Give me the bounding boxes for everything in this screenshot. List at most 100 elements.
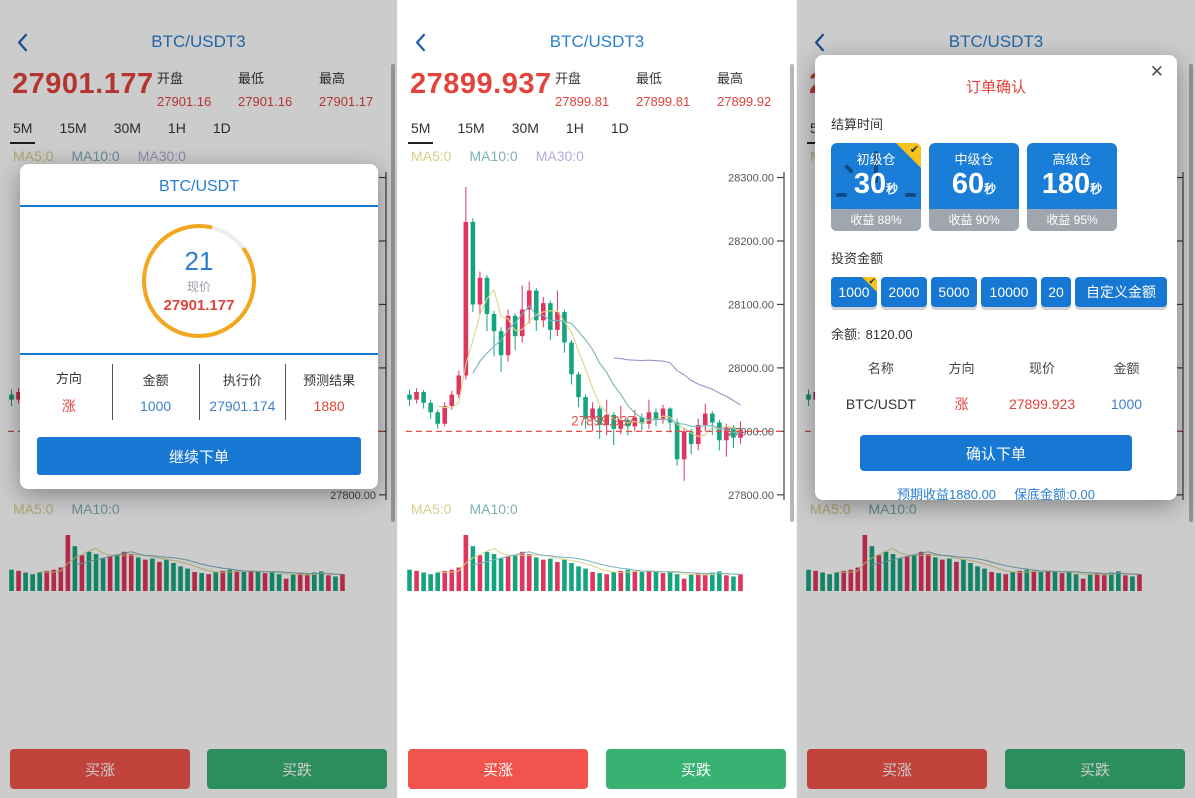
amount-value: 1000	[1110, 396, 1143, 412]
phone-screen-2: BTC/USDT3 27899.937 开盘 27899.81 最低 27899.8…	[398, 0, 796, 798]
svg-text:27899.937: 27899.937	[571, 413, 635, 428]
high-label: 最高	[319, 71, 346, 86]
expected-profit: 预期收益1880.00	[897, 487, 997, 502]
low-label: 最低	[238, 71, 265, 86]
last-price: 27901.177	[12, 68, 154, 100]
tab-5m[interactable]: 5M	[407, 120, 434, 144]
strike-price-header: 执行价	[222, 373, 262, 388]
page-title: BTC/USDT3	[151, 32, 246, 51]
plan-junior[interactable]: 初级仓 30秒 收益 88%	[831, 143, 921, 231]
tab-1d[interactable]: 1D	[212, 120, 231, 136]
volume-chart	[806, 535, 1142, 591]
order-result-modal: BTC/USDT 21 现价 27901.177 方向涨 金额 1000 执行价 2…	[20, 164, 378, 489]
guaranteed-amount: 保底金额:0.00	[1014, 487, 1095, 502]
tab-1d[interactable]: 1D	[610, 120, 629, 136]
plan-intermediate[interactable]: 中级仓 60秒 收益 90%	[929, 143, 1019, 231]
current-price-value: 27901.177	[163, 297, 235, 315]
svg-text:27800.00: 27800.00	[728, 490, 774, 502]
tab-15m[interactable]: 15M	[457, 120, 485, 136]
tab-5m[interactable]: 5M	[9, 120, 36, 144]
back-icon[interactable]	[412, 32, 429, 53]
plan-senior[interactable]: 高级仓 180秒 收益 95%	[1027, 143, 1117, 231]
scrollbar[interactable]	[391, 64, 395, 522]
scrollbar[interactable]	[790, 64, 794, 522]
balance-label: 余额:	[831, 327, 861, 342]
tab-15m[interactable]: 15M	[59, 120, 87, 136]
low-value: 27899.81	[636, 94, 691, 109]
timeframe-tabs: 5M 15M 30M 1H 1D	[407, 120, 629, 144]
custom-amount-button[interactable]: 自定义金额	[1075, 277, 1167, 307]
tab-1h[interactable]: 1H	[565, 120, 584, 136]
invest-amount-label: 投资金额	[831, 251, 884, 266]
plan-seconds: 180	[1041, 168, 1091, 200]
low-label: 最低	[636, 71, 663, 86]
tab-30m[interactable]: 30M	[113, 120, 141, 136]
name-header: 名称	[867, 361, 894, 376]
high-value: 27901.17	[319, 94, 374, 109]
countdown-timer: 21 现价 27901.177	[138, 220, 260, 342]
pair-name: BTC/USDT	[845, 396, 916, 412]
open-value: 27901.16	[157, 94, 212, 109]
price-header: 现价	[1029, 361, 1056, 376]
trade-actions: 买涨 买跌	[10, 749, 387, 789]
ticker: 27899.937 开盘 27899.81 最低 27899.81 最高 27899.…	[410, 66, 790, 116]
forecast-value: 1880	[313, 398, 345, 414]
modal-title: BTC/USDT	[159, 178, 239, 195]
direction-header: 方向	[948, 361, 975, 376]
back-icon[interactable]	[811, 32, 828, 53]
volume-ma-legend: MA5:0 MA10:0	[13, 501, 120, 517]
trade-actions: 买涨 买跌	[408, 749, 786, 789]
order-preview-table: 名称 方向 现价 金额 BTC/USDT 涨 27899.923 1000	[831, 358, 1161, 414]
order-summary: 方向涨 金额 1000 执行价 27901.174 预测结果 1880	[20, 355, 378, 429]
direction-value: 涨	[61, 398, 76, 414]
ma5-label: MA5:0	[13, 501, 54, 517]
page-title: BTC/USDT3	[549, 32, 645, 51]
balance: 余额: 8120.00	[831, 324, 1161, 343]
continue-order-button[interactable]: 继续下单	[37, 437, 361, 475]
volume-ma-legend: MA5:0 MA10:0	[411, 501, 518, 517]
amount-10000[interactable]: 10000	[981, 277, 1037, 307]
confirm-order-button[interactable]: 确认下单	[860, 435, 1132, 471]
tab-1h[interactable]: 1H	[167, 120, 186, 136]
balance-value: 8120.00	[865, 327, 913, 342]
ma-legend: MA5:0 MA10:0 MA30:0	[13, 148, 186, 164]
ma5-label: MA5:0	[411, 148, 452, 164]
buy-down-button[interactable]: 买跌	[1005, 749, 1185, 789]
ma10-label: MA10:0	[71, 501, 120, 517]
plan-seconds: 60	[951, 168, 985, 200]
modal-title: 订单确认	[965, 79, 1026, 96]
buy-up-button[interactable]: 买涨	[10, 749, 190, 789]
buy-up-button[interactable]: 买涨	[807, 749, 987, 789]
scrollbar[interactable]	[1189, 64, 1193, 522]
svg-text:27800.00: 27800.00	[330, 490, 376, 502]
timeframe-tabs: 5M 15M 30M 1H 1D	[9, 120, 231, 144]
divider	[20, 205, 378, 207]
tab-30m[interactable]: 30M	[511, 120, 539, 136]
amount-2000[interactable]: 2000	[881, 277, 927, 307]
buy-up-button[interactable]: 买涨	[408, 749, 588, 789]
amount-5000[interactable]: 5000	[931, 277, 977, 307]
open-label: 开盘	[555, 71, 582, 86]
plan-unit: 秒	[984, 182, 997, 196]
open-label: 开盘	[157, 71, 184, 86]
settlement-plans: 初级仓 30秒 收益 88% 中级仓 60秒 收益 90% 高级仓 180秒 收…	[831, 143, 1161, 231]
back-icon[interactable]	[14, 32, 31, 53]
close-icon[interactable]: ✕	[1149, 62, 1164, 81]
high-label: 最高	[717, 71, 744, 86]
trade-actions: 买涨 买跌	[807, 749, 1185, 789]
forecast-header: 预测结果	[303, 373, 356, 388]
buy-down-button[interactable]: 买跌	[606, 749, 786, 789]
price-value: 27899.923	[1008, 396, 1076, 412]
amount-20000-clipped[interactable]: 20	[1041, 277, 1071, 307]
ma10-label: MA10:0	[469, 501, 518, 517]
plan-unit: 秒	[886, 182, 899, 196]
ticker: 27901.177 开盘 27901.16 最低 27901.16 最高 27901.…	[12, 66, 391, 116]
svg-text:28000.00: 28000.00	[728, 363, 774, 375]
amount-1000[interactable]: 1000	[831, 277, 877, 307]
volume-ma-legend: MA5:0 MA10:0	[810, 501, 917, 517]
candlestick-chart: 28300.0028200.0028100.0028000.0027900.00…	[406, 172, 785, 502]
ma30-label: MA30:0	[137, 148, 186, 164]
buy-down-button[interactable]: 买跌	[207, 749, 387, 789]
